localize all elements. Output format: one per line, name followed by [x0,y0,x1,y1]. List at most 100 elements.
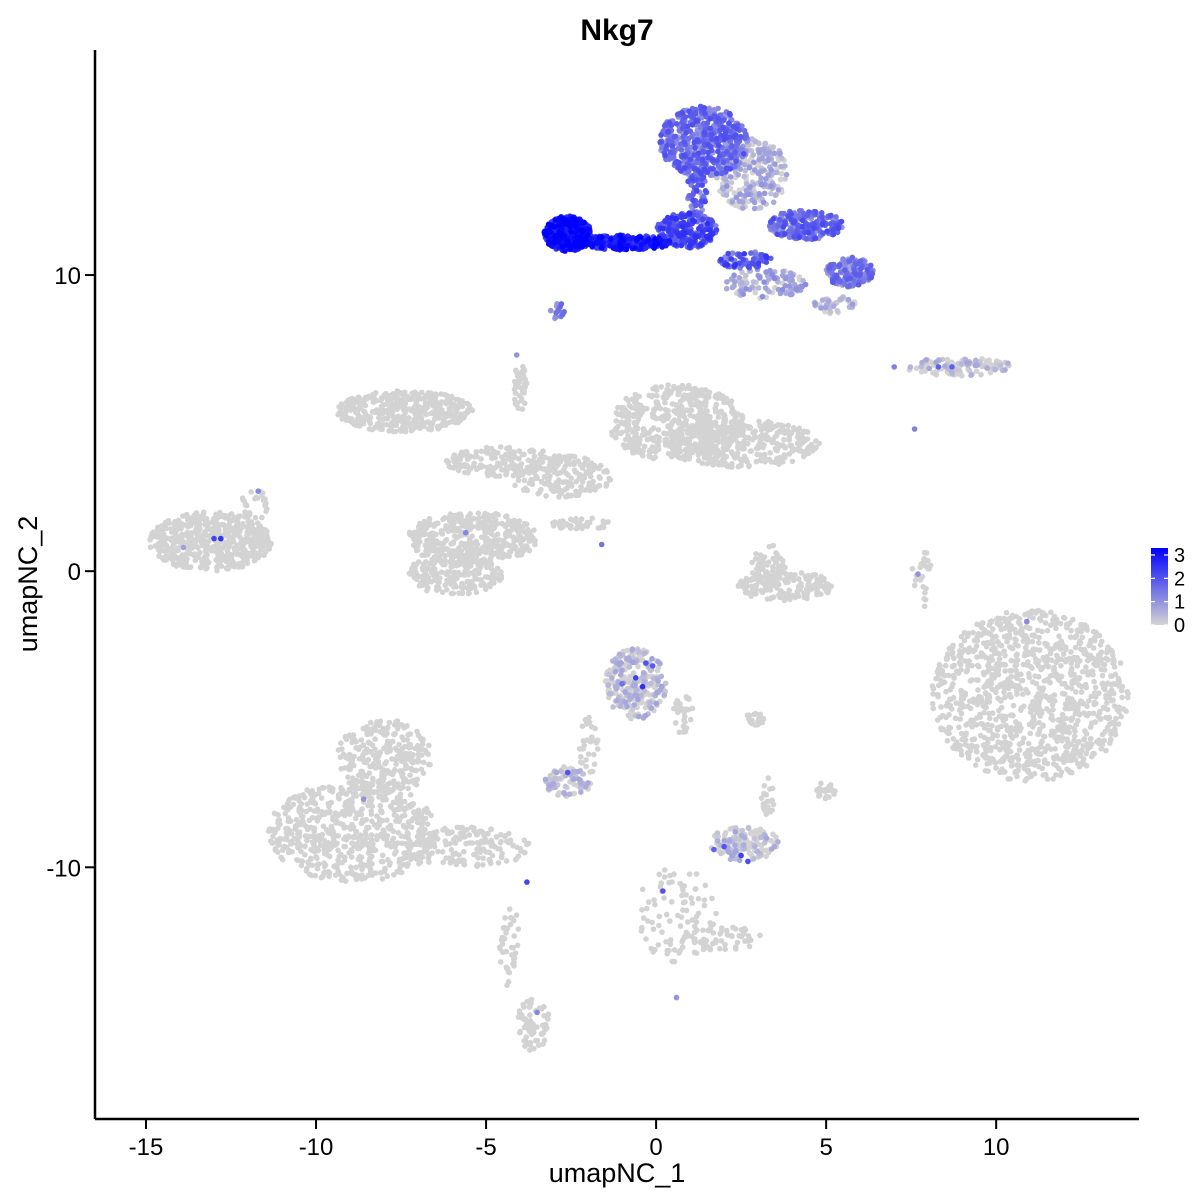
cell-point [350,775,356,781]
cell-point [781,436,787,443]
cell-point [625,444,631,450]
cell-point [407,731,414,737]
cell-point [435,520,441,527]
cell-point [416,836,423,842]
cell-point [465,590,472,597]
cell-point [449,857,456,863]
cell-point [568,492,574,499]
cell-point [307,833,314,840]
cell-point [473,576,480,582]
cell-point [993,765,999,771]
cell-point [395,829,402,836]
point-layer [147,103,1131,1053]
cell-point [298,807,305,814]
cell-point [390,786,396,793]
cell-point [382,791,389,798]
cell-point [710,930,717,936]
cell-point [320,823,327,830]
cell-point [741,438,747,444]
cell-point [420,573,426,580]
cell-point [497,846,503,852]
cell-point [686,425,692,432]
cell-point [341,857,348,864]
cell-point [709,443,716,449]
cell-point [455,467,462,474]
cell-point [778,422,784,429]
cell-point [646,453,653,460]
cell-point [415,850,422,856]
cell-point [570,517,577,524]
cell-point [502,532,509,538]
cell-point [456,852,462,858]
cell-point [462,523,469,530]
cell-point [446,574,453,581]
cell-point [620,405,627,411]
cell-point [212,522,219,529]
cell-point [383,390,389,397]
cell-point [483,538,490,545]
cell-point [564,458,571,465]
cell-point [661,895,667,901]
cell-point [453,409,459,415]
cell-point [365,739,372,746]
cell-point [700,927,706,934]
cell-point [464,578,471,585]
cell-point [361,759,367,765]
cell-point [654,401,660,407]
cell-point [761,790,767,797]
cell-point [478,456,484,462]
cell-point [387,399,393,406]
cell-point [774,429,781,436]
cell-point [358,811,365,818]
cell-point [701,902,708,909]
cell-point [260,544,266,550]
cell-point [675,420,682,426]
cell-point [454,455,460,462]
cell-point [516,463,523,469]
cell-point [410,394,416,401]
cell-point [769,797,775,804]
cell-point [709,429,716,436]
cell-point [379,769,385,776]
cell-point [448,556,455,563]
cell-point [692,886,699,892]
cell-point [384,817,390,823]
cell-point [457,830,464,837]
cell-point [240,497,246,503]
cell-point [1042,620,1049,626]
cell-point [375,763,381,770]
cell-point [809,448,816,454]
cell-point [701,420,708,426]
cell-point [393,422,400,429]
cell-point [461,411,467,417]
cell-point [252,514,259,521]
cell-point [358,737,365,743]
cell-point [756,578,763,584]
cell-point [527,448,533,454]
cell-point [710,462,716,468]
cell-point [422,400,429,406]
cell-point [684,407,691,413]
cell-point [463,567,469,573]
cell-point [345,774,351,780]
cell-point [701,943,707,950]
cell-point [594,737,601,743]
cell-point [443,841,449,848]
cell-point [648,427,655,433]
cell-point [765,436,771,443]
cell-point [237,534,244,541]
cell-point [584,487,591,493]
cell-point [308,799,315,806]
cell-point [721,419,727,426]
cell-point [448,563,454,570]
cell-point [695,895,702,902]
cell-point [430,561,436,568]
cell-point [488,547,494,553]
cell-point [639,925,645,932]
cell-point [345,397,351,404]
cell-point [639,886,646,893]
cell-point [722,433,728,440]
cell-point [390,799,397,806]
cell-point [669,401,676,407]
